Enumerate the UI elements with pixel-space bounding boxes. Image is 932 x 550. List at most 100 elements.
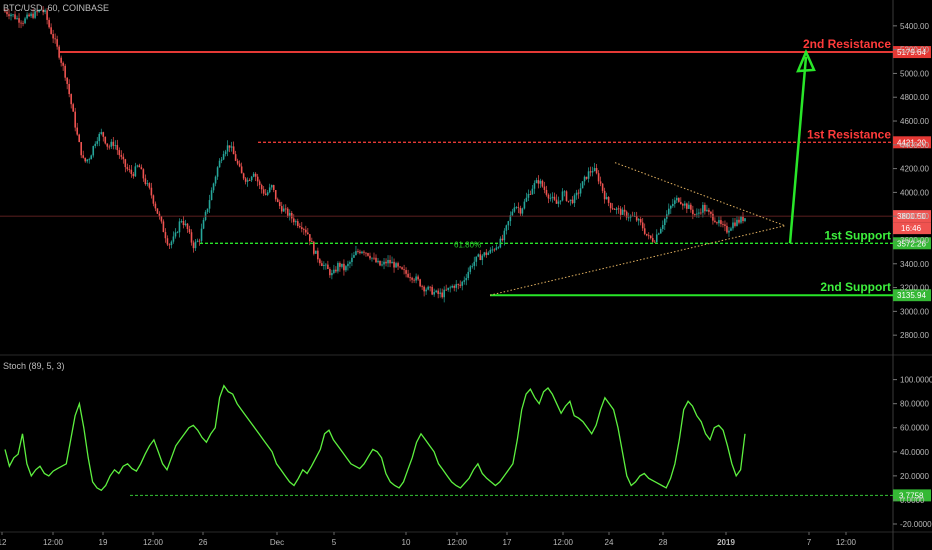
candle-body <box>339 263 341 267</box>
candle-body <box>495 247 498 250</box>
indicator-title[interactable]: Stoch (89, 5, 3) <box>3 361 65 371</box>
candle-body <box>172 236 175 242</box>
price-tick-label: 5000.00 <box>900 69 929 78</box>
candle-body <box>523 201 526 209</box>
candle-body <box>373 257 375 259</box>
candle-body <box>657 233 660 235</box>
time-tick-label: 19 <box>99 538 108 547</box>
time-tick-label: 2019 <box>717 538 735 547</box>
candle-body <box>96 141 99 144</box>
candle-body <box>399 266 401 268</box>
candle-body <box>716 222 718 224</box>
candle-body <box>680 201 682 205</box>
candle-body <box>202 219 205 229</box>
candle-body <box>585 176 588 179</box>
candle-body <box>327 264 329 269</box>
candle-body <box>573 195 576 204</box>
candle-body <box>635 216 638 221</box>
candle-body <box>178 221 181 233</box>
candle-body <box>148 183 151 188</box>
candle-body <box>278 202 281 207</box>
candle-body <box>246 180 249 182</box>
stoch-tick-label: 0.0000 <box>900 496 925 505</box>
countdown-value: 16:46 <box>901 224 922 233</box>
candle-body <box>266 192 269 195</box>
fib-label: 61.80% <box>454 240 481 249</box>
symbol-title[interactable]: BTC/USD, 60, COINBASE <box>3 3 110 13</box>
candle-body <box>164 232 167 239</box>
candle-body <box>535 180 538 184</box>
candle-body <box>303 229 305 230</box>
candle-body <box>649 235 652 239</box>
candle-body <box>405 270 407 274</box>
candle-body <box>222 154 225 160</box>
candle-body <box>722 224 724 225</box>
candle-body <box>577 192 580 194</box>
candle-body <box>457 284 460 285</box>
candle-body <box>106 143 109 147</box>
time-tick-label: 10 <box>402 538 411 547</box>
time-tick-label: 24 <box>605 538 614 547</box>
candle-body <box>228 145 231 148</box>
candle-body <box>32 13 34 18</box>
candle-body <box>244 178 247 182</box>
candle-body <box>738 219 740 223</box>
candle-body <box>637 219 640 221</box>
candle-body <box>493 249 496 251</box>
candle-body <box>607 197 610 203</box>
candle-body <box>706 209 708 212</box>
candle-body <box>415 276 417 281</box>
candle-body <box>445 289 447 291</box>
candle-body <box>742 216 744 222</box>
candle-body <box>234 154 237 161</box>
candle-body <box>296 221 299 227</box>
candle-body <box>108 146 111 148</box>
price-tick-label: 5200.00 <box>900 46 929 55</box>
candle-body <box>429 286 431 288</box>
stoch-tick-label: 40.0000 <box>900 448 929 457</box>
candle-body <box>144 178 147 185</box>
candle-body <box>36 11 38 13</box>
candle-body <box>196 240 199 242</box>
candle-body <box>40 9 42 11</box>
candle-body <box>212 183 215 191</box>
candle-body <box>134 166 137 177</box>
candle-body <box>224 151 227 155</box>
candle-body <box>42 9 44 12</box>
candle-body <box>290 212 293 219</box>
candle-body <box>64 65 66 78</box>
candle-body <box>190 232 193 243</box>
candle-body <box>501 238 504 241</box>
candle-body <box>475 256 478 262</box>
candle-body <box>256 176 259 182</box>
candle-body <box>311 241 313 242</box>
candle-body <box>674 200 676 204</box>
candle-body <box>216 167 219 177</box>
candle-body <box>730 228 732 231</box>
candle-body <box>260 185 263 190</box>
candle-body <box>274 190 277 200</box>
candle-body <box>329 268 331 276</box>
candle-body <box>220 159 223 161</box>
candle-body <box>120 155 123 157</box>
1st-support-badge <box>893 237 931 250</box>
candle-body <box>702 204 704 213</box>
candle-body <box>92 146 95 156</box>
time-tick-label: 12:00 <box>836 538 857 547</box>
candle-body <box>397 263 399 267</box>
candle-body <box>491 249 494 251</box>
candle-body <box>194 241 197 249</box>
candle-body <box>301 227 303 230</box>
candle-body <box>672 203 674 206</box>
candle-body <box>732 222 734 229</box>
2nd-support-label: 2nd Support <box>820 280 891 294</box>
candle-body <box>90 155 93 160</box>
candle-body <box>714 220 716 223</box>
candle-body <box>453 285 456 288</box>
candle-body <box>623 209 626 212</box>
candle-body <box>409 277 411 279</box>
candle-body <box>198 240 201 242</box>
candle-body <box>720 220 722 225</box>
candle-body <box>517 207 520 209</box>
